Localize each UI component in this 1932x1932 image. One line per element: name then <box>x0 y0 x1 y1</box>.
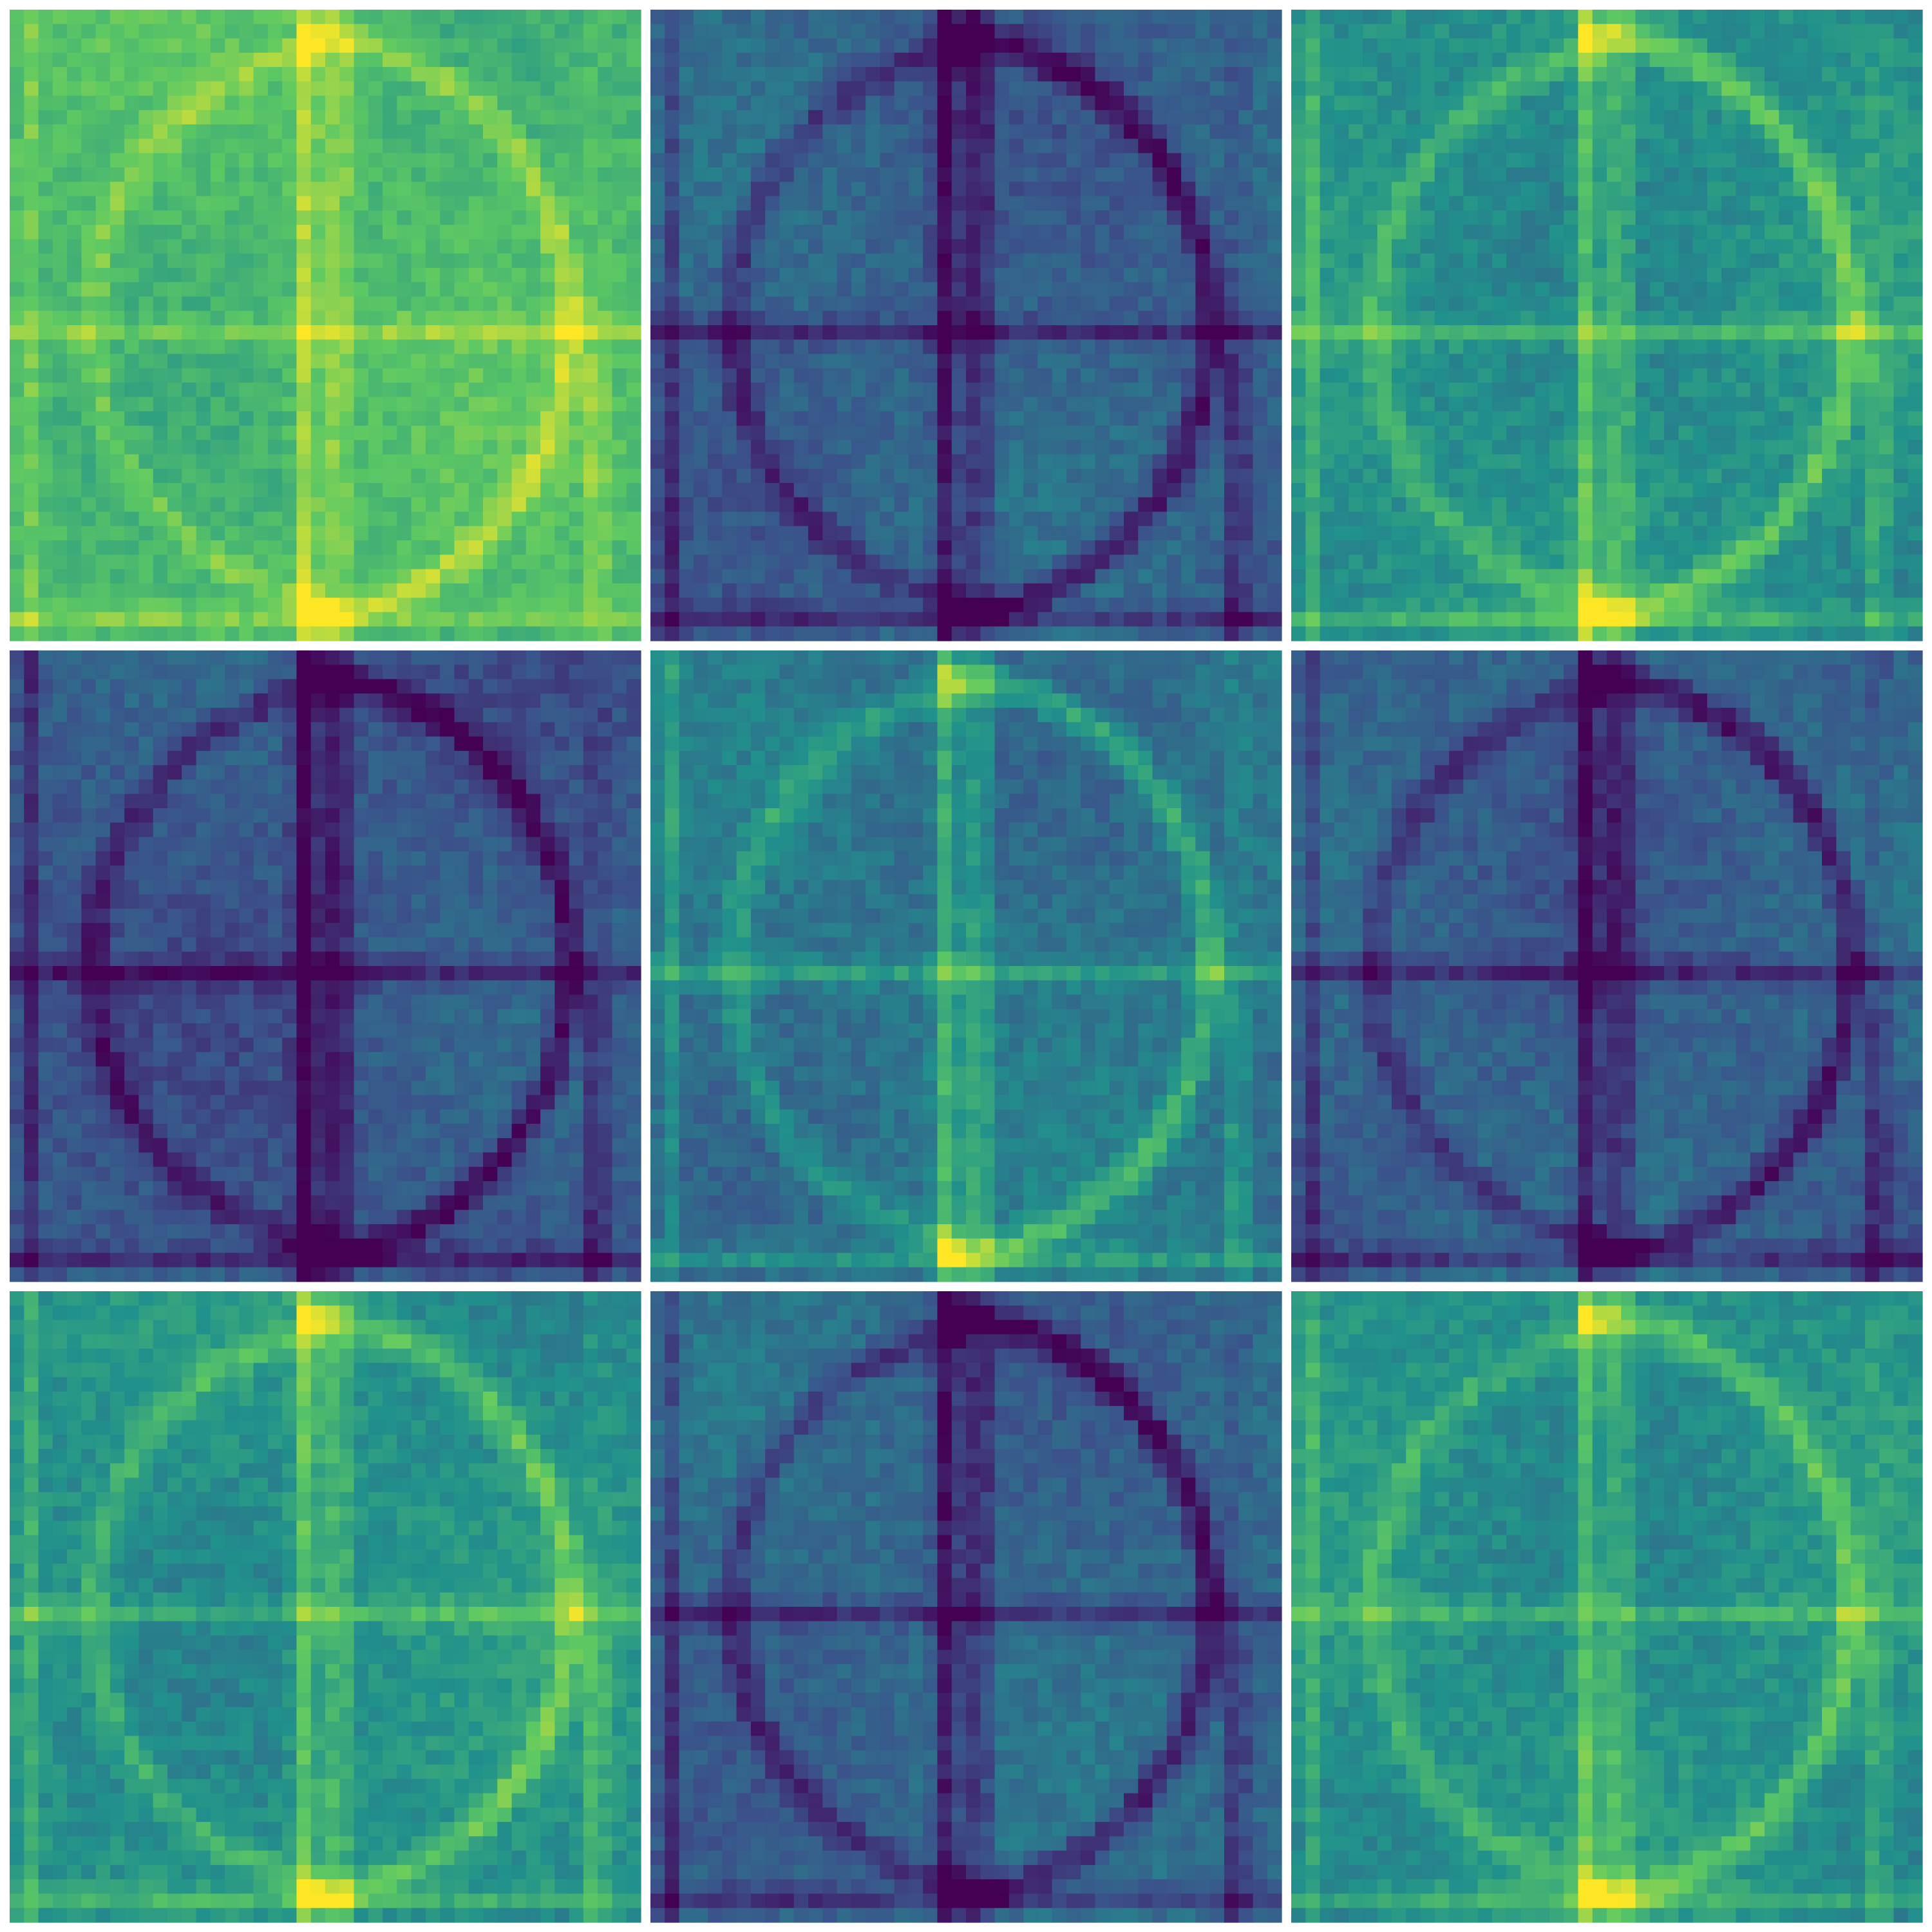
feature-map-5 <box>650 650 1282 1282</box>
feature-map-2 <box>650 10 1282 641</box>
feature-map-8 <box>650 1291 1282 1923</box>
feature-map-9 <box>1291 1291 1923 1923</box>
feature-map-1 <box>10 10 641 641</box>
feature-map-6 <box>1291 650 1923 1282</box>
feature-map-3 <box>1291 10 1923 641</box>
feature-map-7 <box>10 1291 641 1923</box>
feature-map-4 <box>10 650 641 1282</box>
